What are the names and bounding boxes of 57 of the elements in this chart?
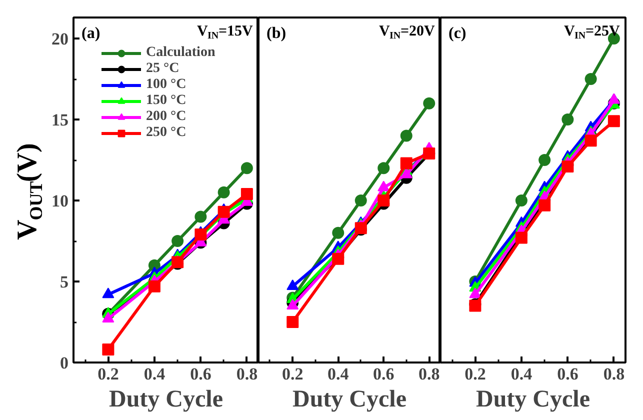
x-tick-label: 0.2: [98, 364, 119, 384]
annotation: (b): [266, 25, 286, 42]
x-tick-label: 0.4: [328, 364, 350, 384]
point: [172, 235, 184, 248]
x-tick-label: 0.6: [557, 364, 578, 384]
y-tick-label: 20: [52, 30, 68, 49]
legend-label: 200 °C: [146, 109, 186, 125]
y-tick-label: 15: [52, 110, 68, 130]
annotation: (c): [448, 25, 466, 42]
legend-label: 100 °C: [146, 77, 186, 93]
legend-label: 250 °C: [146, 125, 186, 141]
annotation: (a): [82, 25, 100, 42]
x-tick-label: 0.6: [373, 364, 394, 384]
x-tick-label: 0.2: [464, 364, 486, 384]
legend-label: 25 °C: [146, 61, 180, 77]
x-tick-label: 0.6: [190, 364, 212, 384]
point: [538, 154, 551, 166]
point: [218, 186, 230, 198]
point: [469, 288, 482, 298]
point: [378, 194, 390, 207]
point: [538, 199, 551, 212]
point: [584, 73, 597, 86]
point: [400, 130, 412, 142]
point: [515, 194, 528, 207]
x-tick-label: 0.8: [418, 364, 440, 384]
point: [400, 168, 412, 178]
point: [148, 280, 160, 292]
point: [378, 162, 390, 174]
point: [102, 288, 114, 298]
legend-label: Calculation: [146, 45, 216, 61]
point: [378, 180, 390, 192]
y-axis-title: VOUT(V): [12, 143, 46, 240]
y-tick-label: 0: [60, 354, 68, 372]
point: [562, 114, 574, 126]
point: [400, 157, 412, 170]
y-tick-label: 10: [52, 192, 68, 211]
x-tick-label: 0.4: [144, 364, 166, 384]
point: [354, 194, 367, 207]
point: [286, 316, 299, 328]
point: [286, 280, 299, 290]
point: [102, 312, 114, 322]
x-axis-title: Duty Cycle: [476, 386, 590, 412]
point: [515, 232, 528, 244]
point: [240, 162, 253, 174]
point: [332, 226, 344, 239]
x-tick-label: 0.8: [603, 364, 625, 384]
point: [423, 97, 436, 110]
x-axis-title: Duty Cycle: [292, 386, 407, 412]
point: [584, 134, 597, 147]
x-axis-title: Duty Cycle: [109, 386, 224, 412]
x-tick-label: 0.8: [236, 364, 258, 384]
point: [608, 115, 620, 128]
legend-label: 150 °C: [146, 93, 186, 109]
x-tick-label: 0.2: [282, 364, 304, 384]
point: [194, 210, 207, 223]
x-tick-label: 0.4: [510, 364, 533, 384]
y-tick-label: 5: [60, 272, 68, 292]
